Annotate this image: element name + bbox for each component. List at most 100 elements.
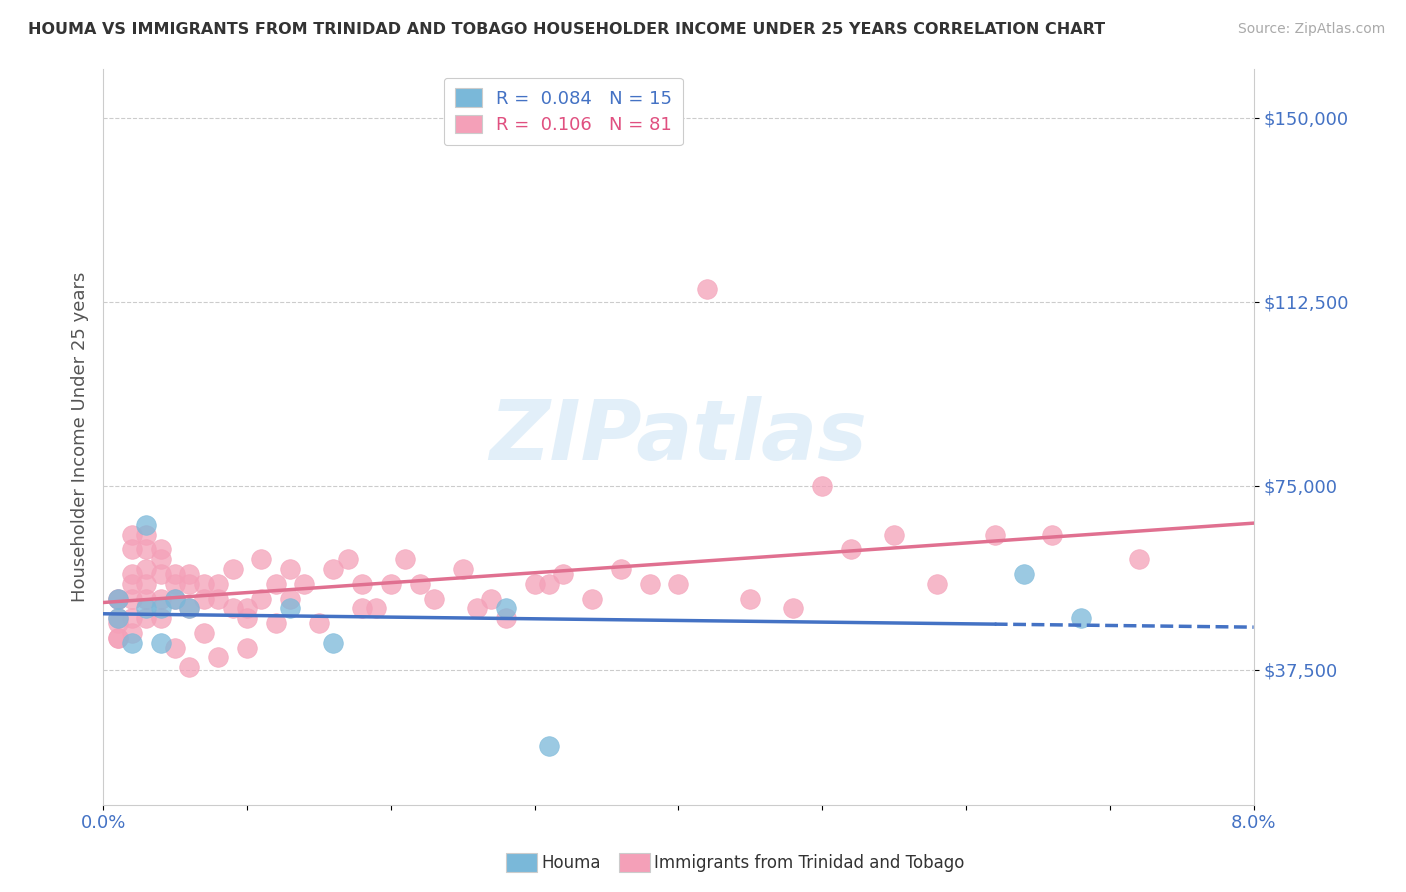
- Point: [121, 542, 143, 557]
- Point: [380, 577, 402, 591]
- Point: [107, 591, 129, 606]
- Point: [839, 542, 862, 557]
- Point: [193, 577, 215, 591]
- Point: [179, 601, 201, 615]
- Point: [250, 552, 273, 566]
- Point: [553, 567, 575, 582]
- Point: [236, 601, 259, 615]
- Point: [423, 591, 446, 606]
- Point: [163, 577, 186, 591]
- Point: [107, 631, 129, 645]
- Point: [264, 616, 287, 631]
- Point: [264, 577, 287, 591]
- Point: [135, 527, 157, 541]
- Point: [350, 577, 373, 591]
- Point: [336, 552, 359, 566]
- Point: [193, 591, 215, 606]
- Point: [250, 591, 273, 606]
- Point: [366, 601, 388, 615]
- Point: [666, 577, 689, 591]
- Point: [149, 542, 172, 557]
- Point: [322, 562, 344, 576]
- Point: [107, 591, 129, 606]
- Point: [107, 611, 129, 625]
- Point: [179, 577, 201, 591]
- Legend: R =  0.084   N = 15, R =  0.106   N = 81: R = 0.084 N = 15, R = 0.106 N = 81: [444, 78, 683, 145]
- Point: [121, 636, 143, 650]
- Point: [207, 650, 229, 665]
- Point: [221, 562, 243, 576]
- Point: [811, 478, 834, 492]
- Point: [149, 552, 172, 566]
- Point: [236, 640, 259, 655]
- Point: [495, 601, 517, 615]
- Point: [179, 567, 201, 582]
- Point: [1012, 567, 1035, 582]
- Point: [121, 527, 143, 541]
- Point: [696, 282, 718, 296]
- Point: [121, 567, 143, 582]
- Point: [394, 552, 416, 566]
- Point: [135, 542, 157, 557]
- Point: [308, 616, 330, 631]
- Point: [179, 660, 201, 674]
- Point: [638, 577, 661, 591]
- Point: [481, 591, 503, 606]
- Point: [610, 562, 633, 576]
- Point: [121, 626, 143, 640]
- Point: [927, 577, 949, 591]
- Point: [322, 636, 344, 650]
- Point: [107, 591, 129, 606]
- Point: [121, 611, 143, 625]
- Point: [495, 611, 517, 625]
- Point: [236, 611, 259, 625]
- Point: [1070, 611, 1092, 625]
- Point: [107, 611, 129, 625]
- Point: [883, 527, 905, 541]
- Y-axis label: Householder Income Under 25 years: Householder Income Under 25 years: [72, 271, 89, 602]
- Text: HOUMA VS IMMIGRANTS FROM TRINIDAD AND TOBAGO HOUSEHOLDER INCOME UNDER 25 YEARS C: HOUMA VS IMMIGRANTS FROM TRINIDAD AND TO…: [28, 22, 1105, 37]
- Point: [1040, 527, 1063, 541]
- Point: [179, 601, 201, 615]
- Point: [523, 577, 546, 591]
- Point: [207, 591, 229, 606]
- Point: [163, 591, 186, 606]
- Point: [278, 601, 301, 615]
- Point: [408, 577, 430, 591]
- Point: [149, 611, 172, 625]
- Text: ZIPatlas: ZIPatlas: [489, 396, 868, 477]
- Point: [149, 601, 172, 615]
- Point: [193, 626, 215, 640]
- Point: [163, 567, 186, 582]
- Point: [107, 631, 129, 645]
- Point: [135, 562, 157, 576]
- Point: [135, 591, 157, 606]
- Point: [135, 611, 157, 625]
- Point: [537, 577, 560, 591]
- Point: [163, 591, 186, 606]
- Point: [278, 562, 301, 576]
- Point: [121, 577, 143, 591]
- Point: [221, 601, 243, 615]
- Point: [149, 591, 172, 606]
- Point: [107, 616, 129, 631]
- Point: [135, 601, 157, 615]
- Point: [135, 577, 157, 591]
- Point: [1128, 552, 1150, 566]
- Point: [163, 640, 186, 655]
- Point: [294, 577, 316, 591]
- Text: Immigrants from Trinidad and Tobago: Immigrants from Trinidad and Tobago: [654, 854, 965, 871]
- Point: [782, 601, 804, 615]
- Point: [350, 601, 373, 615]
- Point: [135, 517, 157, 532]
- Text: Houma: Houma: [541, 854, 600, 871]
- Text: Source: ZipAtlas.com: Source: ZipAtlas.com: [1237, 22, 1385, 37]
- Point: [207, 577, 229, 591]
- Point: [451, 562, 474, 576]
- Point: [537, 739, 560, 753]
- Point: [740, 591, 762, 606]
- Point: [149, 636, 172, 650]
- Point: [983, 527, 1005, 541]
- Point: [465, 601, 488, 615]
- Point: [278, 591, 301, 606]
